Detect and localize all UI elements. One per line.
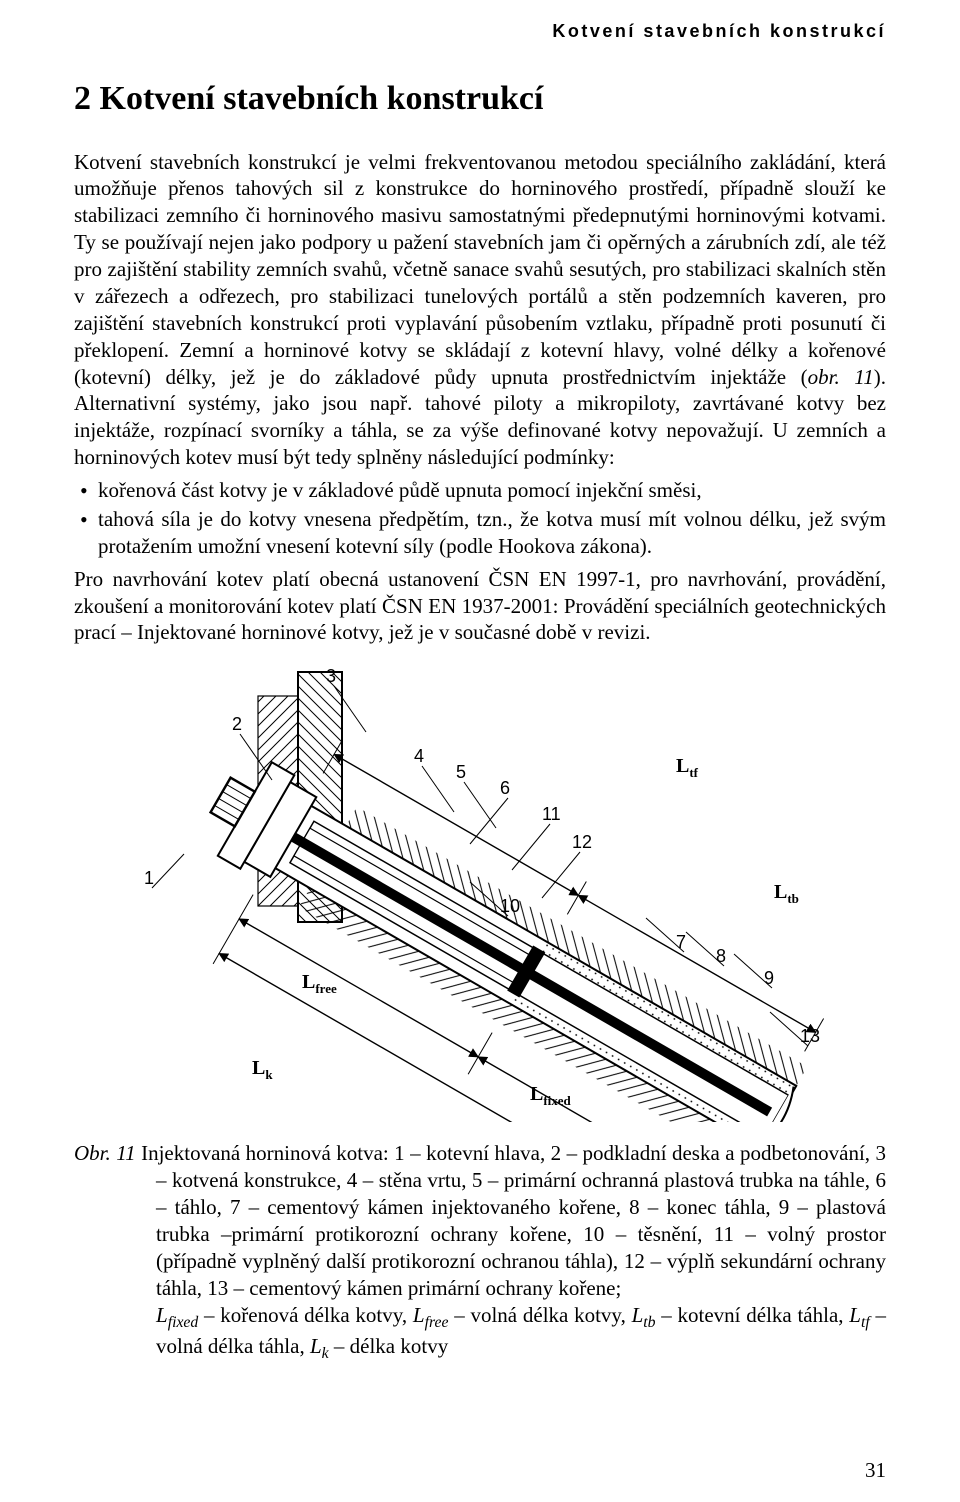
list-item: kořenová část kotvy je v základové půdě … [74, 477, 886, 504]
svg-text:3: 3 [326, 666, 336, 686]
running-head: Kotvení stavebních konstrukcí [74, 20, 886, 43]
figure-caption: Obr. 11 Injektovaná horninová kotva: 1 –… [74, 1140, 886, 1364]
caption-legend: Lfixed – kořenová délka kotvy, Lfree – v… [156, 1303, 886, 1358]
para1-figure-ref: obr. 11 [808, 365, 874, 389]
caption-text: Injektovaná horninová kotva: 1 – kotevní… [136, 1141, 886, 1299]
svg-text:5: 5 [456, 762, 466, 782]
caption-label: Obr. 11 [74, 1141, 136, 1165]
svg-text:8: 8 [716, 946, 726, 966]
svg-text:Ltf: Ltf [676, 755, 699, 780]
anchor-diagram-svg: Ltf Ltb Lfree Lfixed Lk 1234567891011121… [130, 662, 830, 1122]
paragraph-2: Pro navrhování kotev platí obecná ustano… [74, 566, 886, 647]
bullet-list: kořenová část kotvy je v základové půdě … [74, 477, 886, 560]
svg-text:7: 7 [676, 932, 686, 952]
svg-text:9: 9 [764, 968, 774, 988]
svg-text:Lfixed: Lfixed [530, 1083, 572, 1108]
svg-text:Lk: Lk [252, 1057, 273, 1082]
svg-text:12: 12 [572, 832, 592, 852]
svg-text:11: 11 [542, 804, 561, 824]
svg-text:13: 13 [800, 1026, 820, 1046]
svg-text:10: 10 [500, 896, 520, 916]
svg-text:2: 2 [232, 714, 242, 734]
figure-11: Ltf Ltb Lfree Lfixed Lk 1234567891011121… [74, 662, 886, 1122]
anchor-body [146, 702, 830, 1123]
chapter-heading: 2 Kotvení stavebních konstrukcí [74, 77, 886, 121]
page-number: 31 [865, 1457, 886, 1484]
paragraph-1: Kotvení stavebních konstrukcí je velmi f… [74, 149, 886, 472]
svg-text:6: 6 [500, 778, 510, 798]
svg-text:Lfree: Lfree [302, 971, 337, 996]
para1-text: Kotvení stavebních konstrukcí je velmi f… [74, 150, 886, 389]
svg-text:1: 1 [144, 868, 154, 888]
list-item: tahová síla je do kotvy vnesena předpětí… [74, 506, 886, 560]
svg-text:4: 4 [414, 746, 424, 766]
svg-text:Ltb: Ltb [774, 881, 799, 906]
